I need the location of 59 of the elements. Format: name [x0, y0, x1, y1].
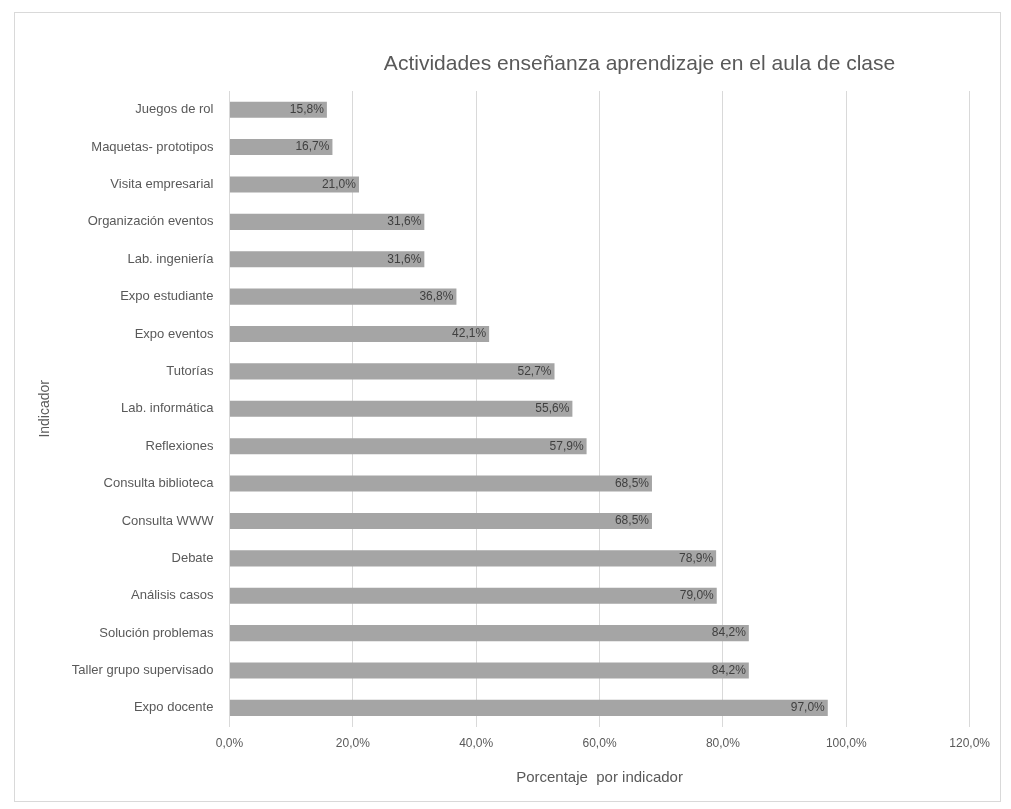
bar: [229, 587, 717, 604]
data-label: 97,0%: [790, 700, 826, 715]
bar: [229, 363, 555, 380]
y-axis-title: Indicador: [36, 379, 53, 438]
y-tick-label: Reflexiones: [145, 437, 214, 453]
bar: [229, 475, 652, 492]
bar: [229, 550, 717, 567]
y-tick-label: Taller grupo supervisado: [71, 662, 214, 678]
y-tick-label: Expo eventos: [134, 325, 214, 341]
bar: [229, 251, 425, 268]
bar: [229, 176, 359, 193]
x-tick-label: 20,0%: [335, 736, 371, 751]
y-tick-label: Expo docente: [133, 699, 214, 715]
data-label: 31,6%: [387, 214, 422, 229]
x-axis-title: Porcentaje por indicador: [516, 768, 683, 786]
y-tick-label: Análisis casos: [131, 587, 214, 603]
data-label: 52,7%: [517, 363, 552, 378]
data-label: 84,2%: [711, 625, 747, 640]
y-tick-label: Maquetas- prototipos: [91, 138, 214, 154]
y-tick-label: Consulta biblioteca: [103, 475, 215, 491]
x-tick-label: 40,0%: [459, 736, 494, 751]
data-label: 15,8%: [289, 102, 325, 117]
y-tick-label: Lab. ingeniería: [127, 250, 215, 266]
data-label: 84,2%: [711, 662, 747, 677]
x-tick-label: 80,0%: [705, 736, 741, 751]
data-label: 21,0%: [321, 176, 357, 191]
data-label: 42,1%: [452, 326, 487, 341]
bar: [229, 213, 425, 230]
y-tick-label: Tutorías: [166, 362, 214, 378]
data-label: 31,6%: [387, 251, 422, 266]
y-tick-label: Debate: [171, 549, 214, 565]
y-tick-label: Consulta WWW: [121, 512, 215, 528]
y-tick-label: Visita empresarial: [110, 176, 214, 192]
data-label: 68,5%: [614, 513, 650, 528]
bar: [229, 625, 749, 642]
data-label: 78,9%: [679, 550, 714, 565]
bar: [229, 438, 587, 455]
bar: [229, 662, 749, 679]
bar: [229, 400, 573, 417]
bar: [229, 512, 652, 529]
bar: [229, 325, 490, 343]
y-tick-label: Solución problemas: [99, 624, 214, 640]
data-label: 16,7%: [295, 139, 330, 154]
chart-title: Actividades enseñanza aprendizaje en el aula de clase: [383, 50, 896, 74]
x-tick-label: 100,0%: [825, 736, 867, 751]
x-tick-label: 120,0%: [949, 736, 991, 751]
x-tick-label: 60,0%: [582, 736, 617, 751]
data-label: 57,9%: [549, 438, 584, 453]
data-label: 79,0%: [679, 588, 715, 603]
y-tick-label: Expo estudiante: [120, 288, 214, 304]
data-label: 36,8%: [419, 288, 454, 303]
y-tick-label: Juegos de rol: [135, 101, 214, 117]
data-label: 55,6%: [535, 401, 570, 416]
x-tick-label: 0,0%: [215, 736, 244, 751]
bar: [229, 699, 828, 716]
y-tick-label: Lab. informática: [120, 400, 215, 416]
bar: [229, 288, 457, 305]
y-tick-label: Organización eventos: [87, 213, 214, 229]
data-label: 68,5%: [614, 475, 650, 490]
